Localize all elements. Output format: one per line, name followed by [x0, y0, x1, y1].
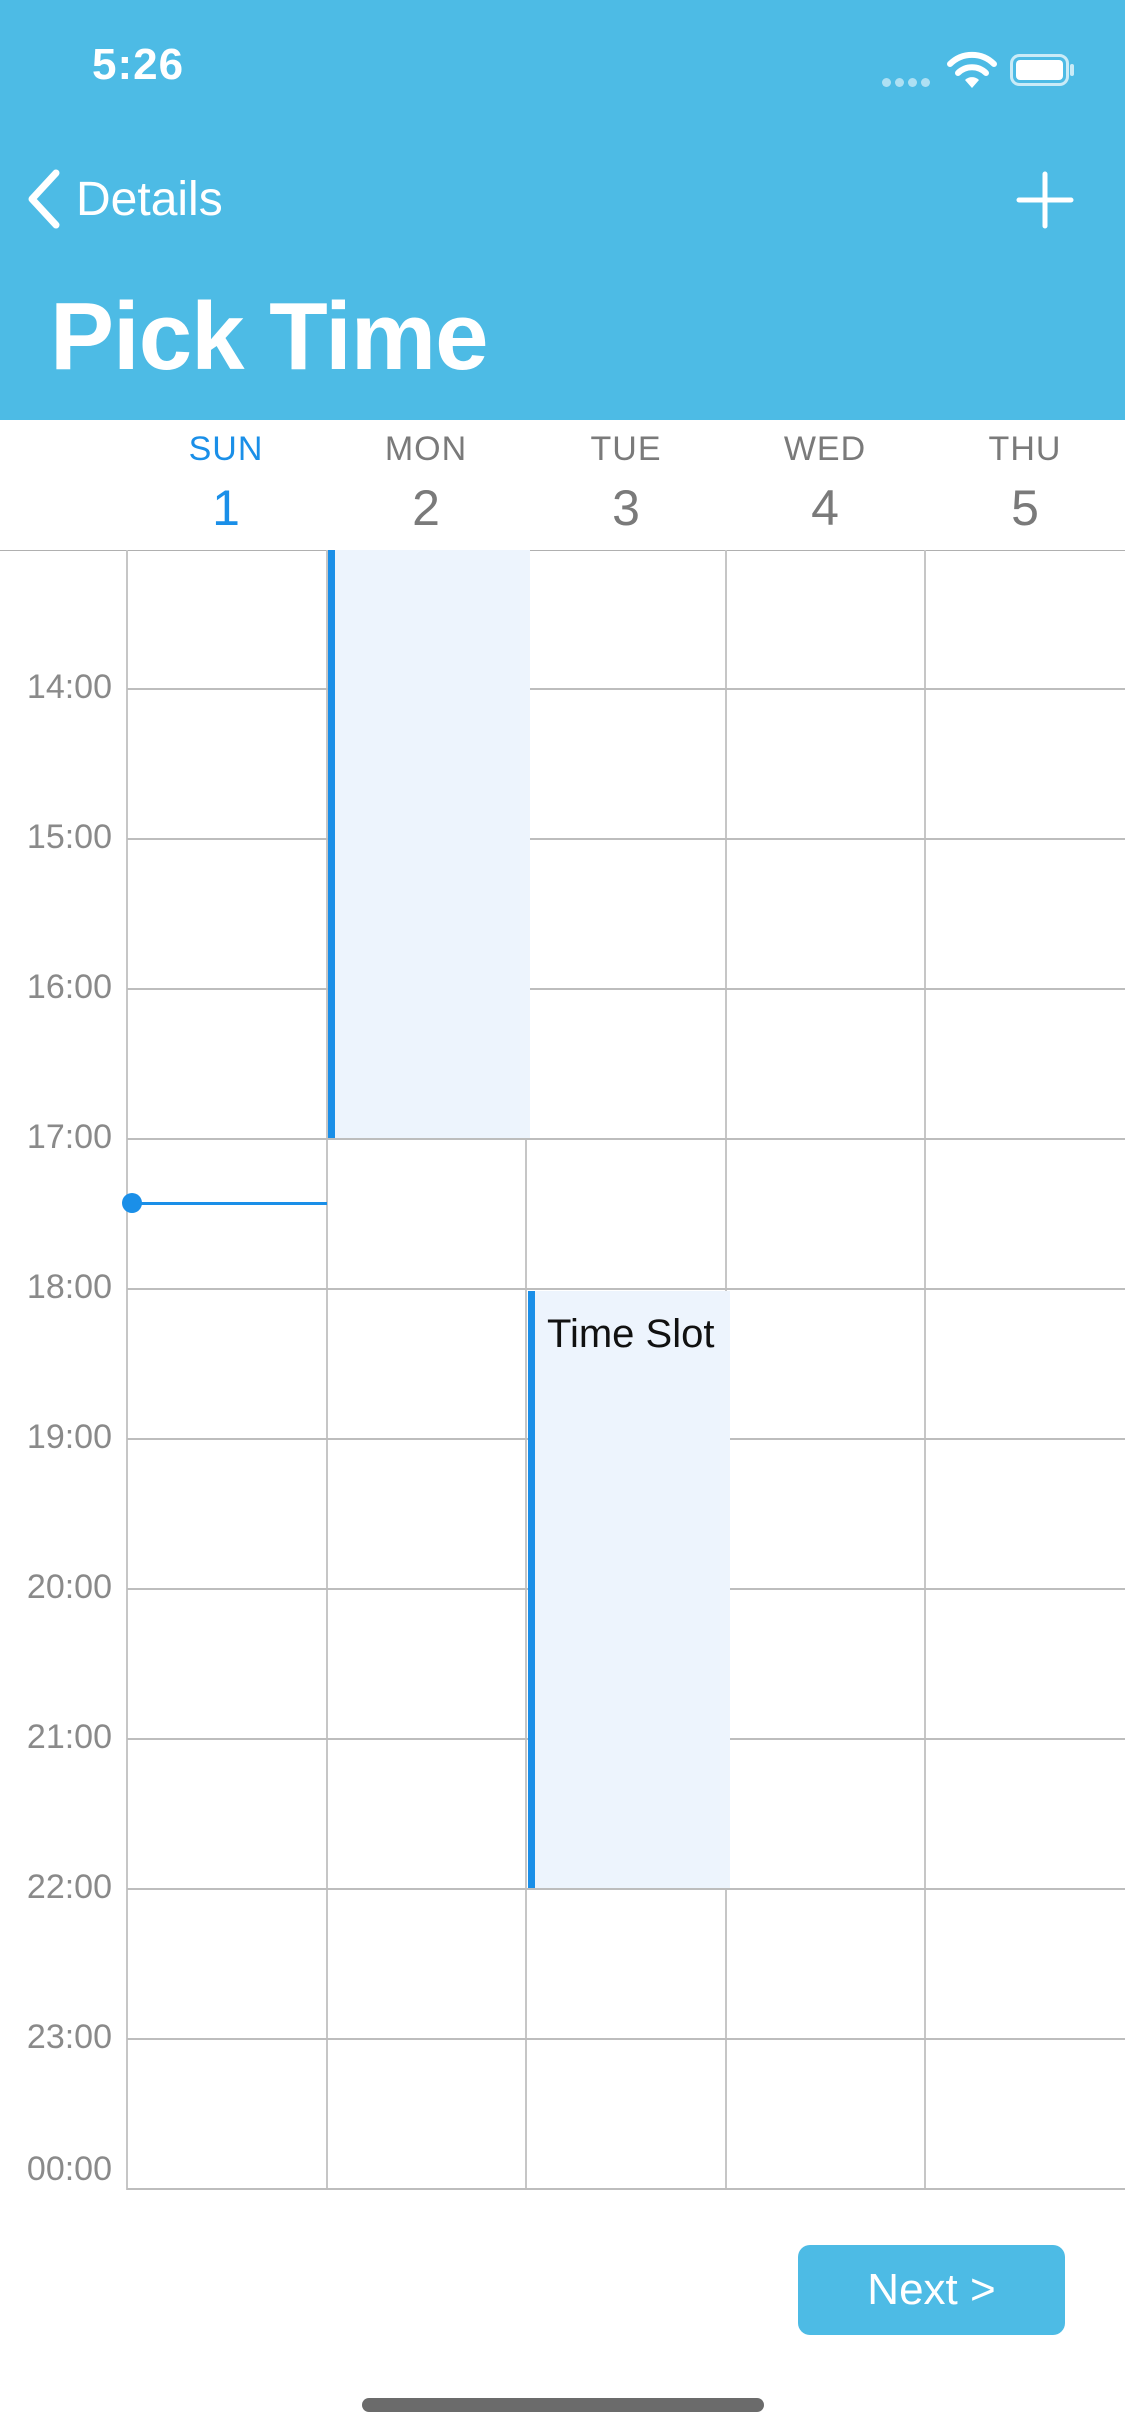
page-title: Pick Time: [50, 283, 488, 390]
hour-label: 00:00: [26, 2150, 112, 2188]
day-name: WED: [783, 430, 867, 468]
hour-gridline: [127, 838, 1125, 840]
day-name: SUN: [188, 430, 264, 468]
hour-label: 19:00: [26, 1418, 112, 1456]
hour-label: 15:00: [26, 818, 112, 856]
hour-gridline: [127, 1288, 1125, 1290]
day-header-thu[interactable]: THU 5: [925, 430, 1125, 537]
week-day-header: SUN 1 MON 2 TUE 3 WED 4 THU 5: [0, 420, 1125, 551]
hour-label: 23:00: [26, 2018, 112, 2056]
navigation-header: 5:26 Details Pick Time: [0, 0, 1125, 420]
back-button-label: Details: [76, 172, 223, 226]
day-number: 3: [612, 480, 640, 536]
hour-label: 21:00: [26, 1718, 112, 1756]
day-header-tue[interactable]: TUE 3: [526, 430, 726, 537]
current-time-line: [131, 1202, 327, 1205]
hour-gridline: [127, 1138, 1125, 1140]
event-title: Time Slot: [547, 1312, 715, 1356]
day-number: 1: [212, 480, 240, 536]
hour-gridline: [127, 988, 1125, 990]
day-number: 4: [811, 480, 839, 536]
column-divider: [326, 550, 328, 2190]
day-number: 2: [412, 480, 440, 536]
event-title: [335, 550, 517, 568]
day-header-sun[interactable]: SUN 1: [126, 430, 326, 537]
current-time-dot: [122, 1193, 142, 1213]
hour-label-partial: 13:00: [0, 550, 112, 557]
hour-label: 22:00: [26, 1868, 112, 1906]
hour-label: 18:00: [26, 1268, 112, 1306]
day-name: MON: [384, 430, 468, 468]
day-header-mon[interactable]: MON 2: [326, 430, 526, 537]
next-button[interactable]: Next >: [798, 2245, 1065, 2335]
hour-label: 20:00: [26, 1568, 112, 1606]
hour-label: 17:00: [26, 1118, 112, 1156]
day-name: TUE: [590, 430, 662, 468]
hour-gridline: [127, 1888, 1125, 1890]
day-header-wed[interactable]: WED 4: [725, 430, 925, 537]
column-divider: [924, 550, 926, 2190]
hour-label: 14:00: [26, 668, 112, 706]
day-number: 5: [1011, 480, 1039, 536]
hour-gridline: [127, 688, 1125, 690]
hour-label: 16:00: [26, 968, 112, 1006]
time-slot-event-tue[interactable]: Time Slot: [528, 1291, 730, 1888]
cellular-signal-icon: [882, 74, 934, 92]
back-button[interactable]: Details: [24, 164, 223, 234]
time-grid[interactable]: 13:00 14:00 15:00 16:00 17:00 18:00 19:0…: [0, 550, 1125, 2190]
time-slot-event-mon[interactable]: [328, 550, 530, 1138]
column-divider: [126, 550, 128, 2190]
hour-gridline: [127, 2188, 1125, 2190]
hour-gridline: [127, 2038, 1125, 2040]
day-name: THU: [988, 430, 1062, 468]
wifi-icon: [947, 51, 997, 88]
home-indicator: [362, 2398, 764, 2412]
status-bar-time: 5:26: [92, 40, 185, 89]
battery-icon: [1010, 54, 1074, 86]
column-divider: [525, 550, 527, 2190]
chevron-left-icon: [28, 169, 60, 229]
add-icon[interactable]: [1015, 170, 1075, 230]
